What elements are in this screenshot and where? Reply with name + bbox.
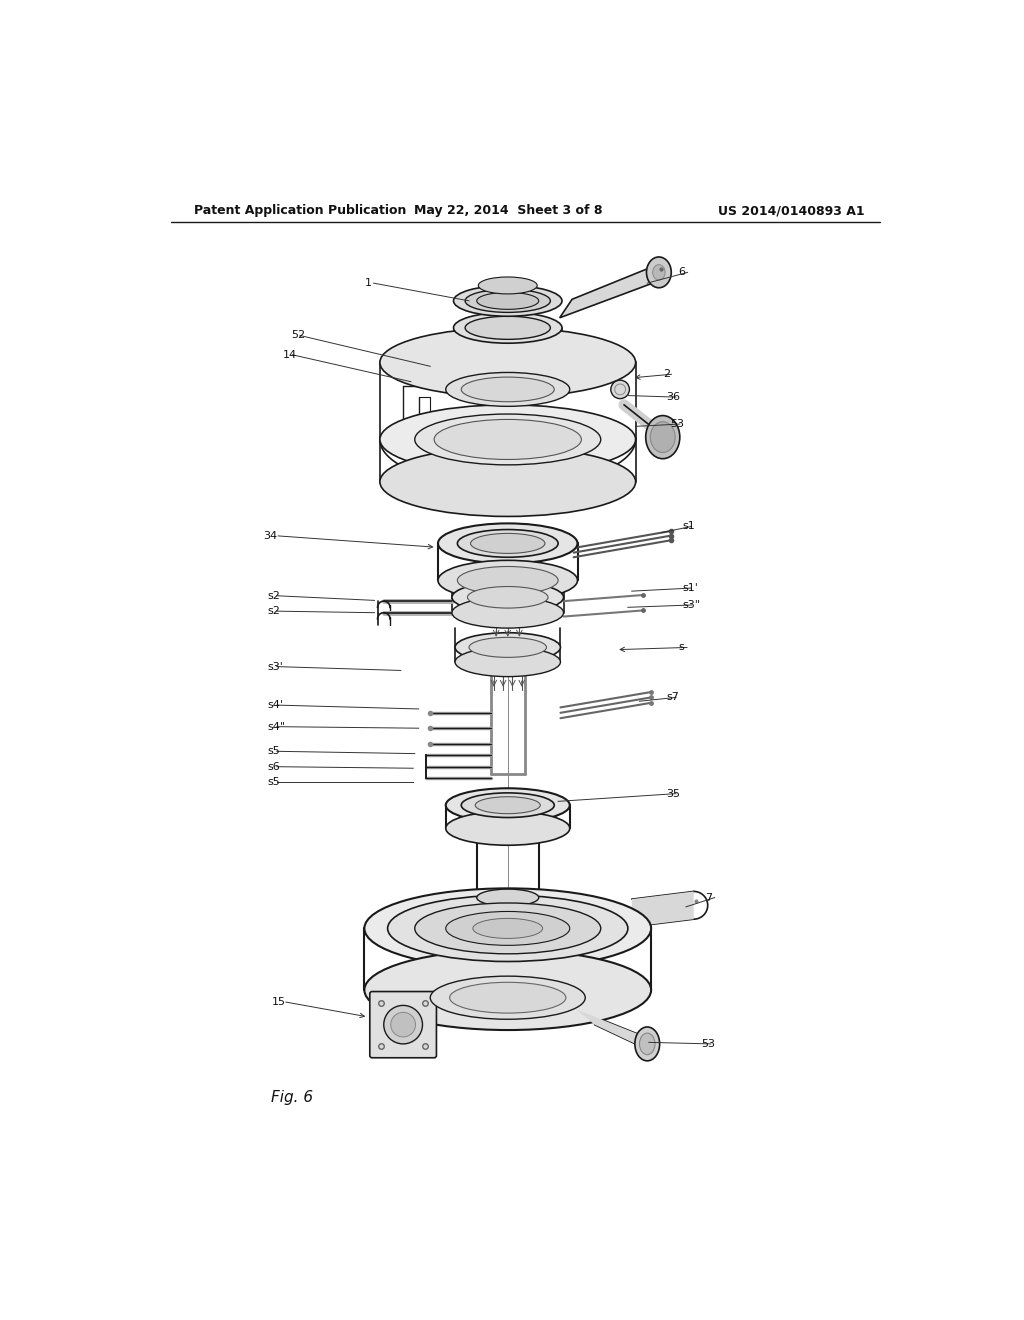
Ellipse shape [652, 264, 665, 280]
Text: US 2014/0140893 A1: US 2014/0140893 A1 [718, 205, 864, 218]
Text: 53: 53 [671, 418, 684, 429]
Text: s5: s5 [267, 777, 281, 787]
Ellipse shape [415, 903, 601, 954]
Ellipse shape [445, 372, 569, 407]
Text: s6: s6 [267, 762, 281, 772]
Text: 34: 34 [263, 531, 278, 541]
Ellipse shape [450, 982, 566, 1014]
Ellipse shape [438, 560, 578, 601]
Ellipse shape [640, 1034, 655, 1055]
Text: Fig. 6: Fig. 6 [271, 1090, 313, 1105]
Ellipse shape [380, 327, 636, 397]
Ellipse shape [434, 420, 582, 459]
Ellipse shape [458, 529, 558, 557]
Text: 2: 2 [663, 370, 670, 379]
Ellipse shape [365, 950, 651, 1030]
Ellipse shape [388, 895, 628, 961]
Text: s3": s3" [682, 601, 700, 610]
Ellipse shape [415, 414, 601, 465]
Ellipse shape [465, 289, 550, 313]
Ellipse shape [445, 812, 569, 845]
Ellipse shape [650, 422, 675, 453]
Ellipse shape [465, 317, 550, 339]
Text: s2: s2 [267, 591, 281, 601]
Ellipse shape [477, 293, 539, 309]
Ellipse shape [471, 533, 545, 553]
Ellipse shape [380, 447, 636, 516]
Text: 15: 15 [271, 997, 286, 1007]
Ellipse shape [452, 597, 563, 628]
Ellipse shape [461, 793, 554, 817]
Ellipse shape [458, 566, 558, 594]
Ellipse shape [391, 1012, 416, 1038]
Ellipse shape [430, 977, 586, 1019]
Ellipse shape [646, 416, 680, 459]
Text: s5: s5 [267, 746, 281, 756]
Text: Patent Application Publication: Patent Application Publication [194, 205, 407, 218]
Text: s7: s7 [667, 693, 680, 702]
Ellipse shape [380, 405, 636, 474]
Polygon shape [575, 1010, 655, 1053]
Ellipse shape [384, 1006, 423, 1044]
Ellipse shape [452, 582, 563, 612]
Ellipse shape [454, 313, 562, 343]
Ellipse shape [455, 647, 560, 677]
Text: s: s [678, 643, 684, 652]
FancyBboxPatch shape [370, 991, 436, 1057]
Ellipse shape [469, 638, 547, 657]
Ellipse shape [478, 277, 538, 294]
Ellipse shape [473, 919, 543, 939]
Ellipse shape [445, 911, 569, 945]
Text: s4': s4' [267, 700, 284, 710]
Ellipse shape [475, 797, 541, 813]
Text: 35: 35 [667, 788, 681, 799]
Text: May 22, 2014  Sheet 3 of 8: May 22, 2014 Sheet 3 of 8 [414, 205, 602, 218]
Ellipse shape [635, 1027, 659, 1061]
Ellipse shape [454, 285, 562, 317]
Text: 14: 14 [283, 350, 297, 360]
Ellipse shape [646, 257, 672, 288]
Text: s4": s4" [267, 722, 286, 731]
Ellipse shape [477, 890, 539, 906]
Ellipse shape [467, 586, 548, 609]
Polygon shape [560, 261, 665, 318]
Text: 6: 6 [678, 268, 685, 277]
Text: s1: s1 [682, 521, 695, 532]
Text: 52: 52 [291, 330, 305, 341]
Ellipse shape [438, 524, 578, 564]
Ellipse shape [365, 888, 651, 969]
Text: 1: 1 [365, 279, 372, 288]
Ellipse shape [611, 380, 630, 399]
Text: s2: s2 [267, 606, 281, 616]
Ellipse shape [455, 632, 560, 663]
Text: s1': s1' [682, 583, 698, 593]
Ellipse shape [461, 378, 554, 401]
Polygon shape [632, 891, 693, 927]
Ellipse shape [445, 788, 569, 822]
Text: 53: 53 [701, 1039, 716, 1049]
Text: 36: 36 [667, 392, 681, 403]
Text: 7: 7 [706, 892, 713, 903]
Text: s3': s3' [267, 661, 284, 672]
